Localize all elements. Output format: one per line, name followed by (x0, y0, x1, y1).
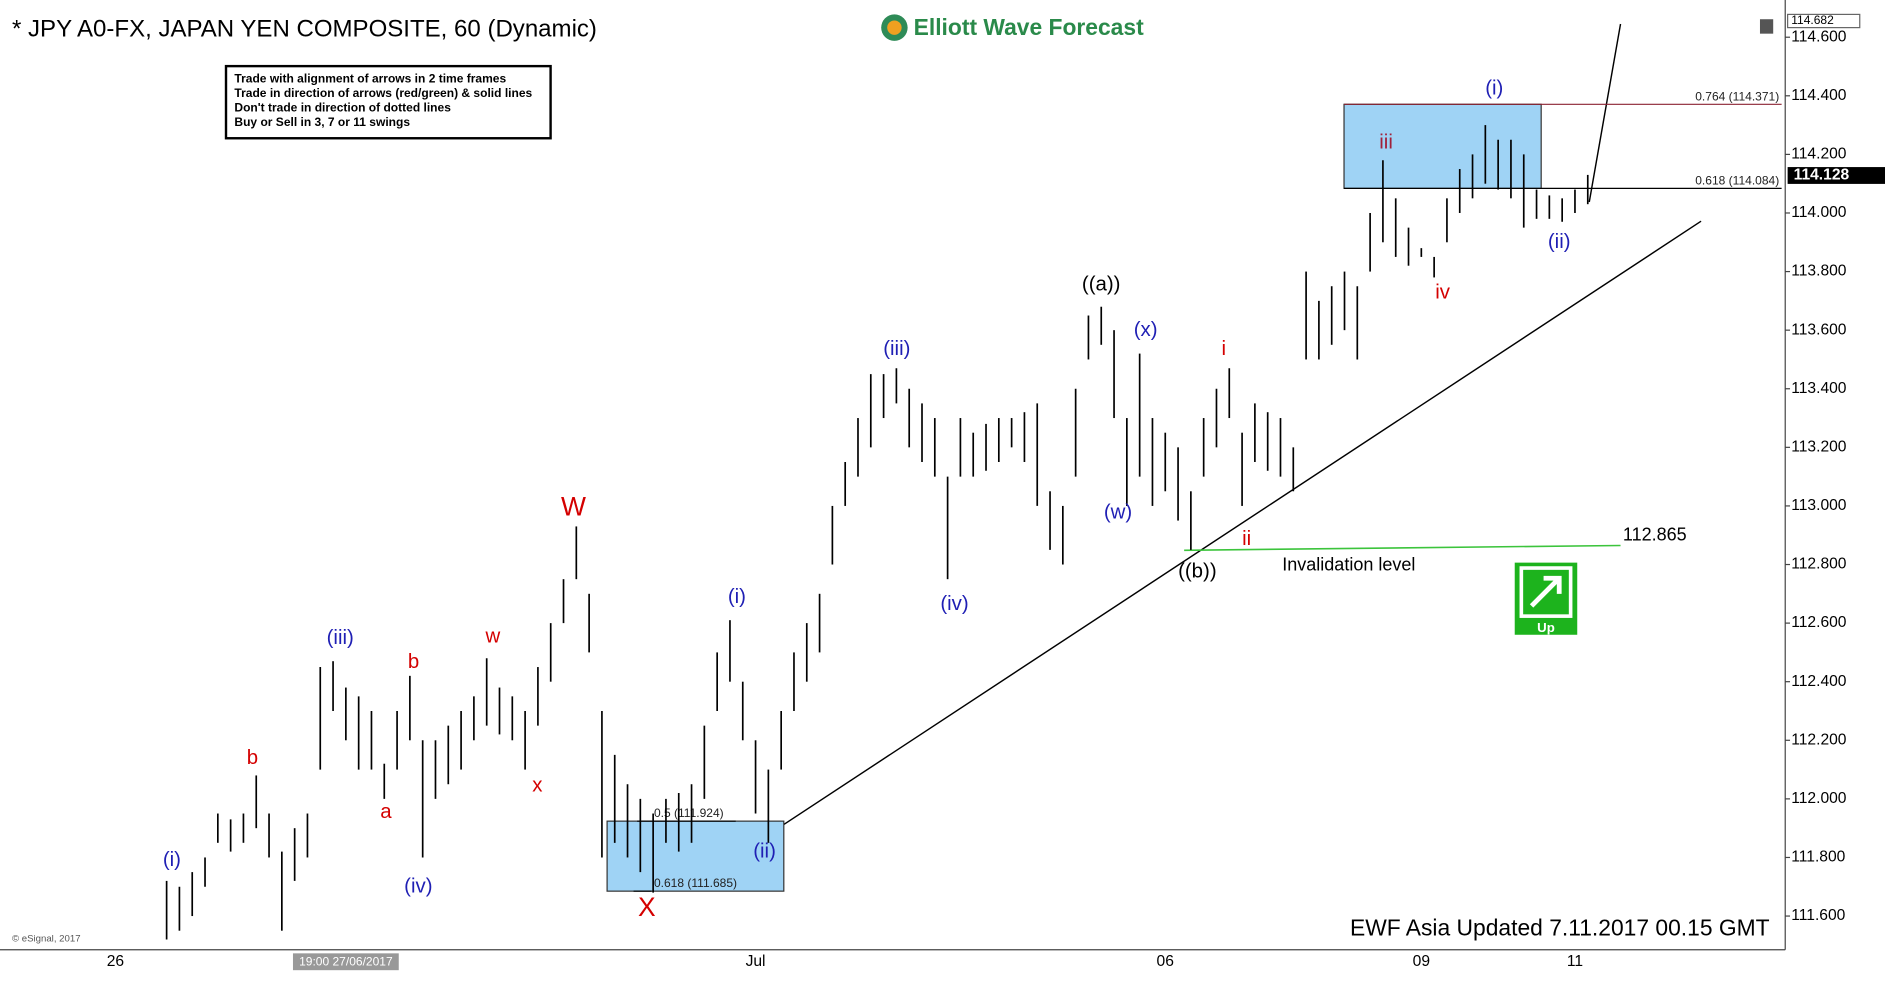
wave-label: b (247, 747, 258, 769)
brand-logo: Elliott Wave Forecast (881, 14, 1144, 41)
top-price-label: 114.682 (1791, 13, 1834, 27)
projection-line (1588, 23, 1622, 203)
top-price-box (1787, 13, 1861, 29)
wave-label: iii (1379, 131, 1393, 153)
y-tick-label: 113.600 (1791, 321, 1847, 338)
trend-line (762, 220, 1702, 839)
wave-label: (iii) (883, 338, 910, 360)
rules-box (224, 64, 552, 140)
cursor-time-box (292, 953, 399, 971)
wave-label: X (638, 892, 656, 922)
wave-label: iv (1435, 282, 1451, 304)
rule-line: Don't trade in direction of dotted lines (234, 100, 451, 114)
last-price-box (1787, 167, 1885, 184)
wave-label: (w) (1104, 502, 1132, 524)
y-tick-label: 114.600 (1791, 28, 1847, 45)
y-tick-label: 112.400 (1791, 673, 1847, 690)
y-tick-label: 112.800 (1791, 556, 1847, 573)
wave-label: (ii) (753, 841, 776, 863)
x-tick-label: 06 (1157, 953, 1174, 970)
rule-line: Buy or Sell in 3, 7 or 11 swings (234, 115, 410, 129)
y-tick-label: 112.200 (1791, 731, 1847, 748)
brand-name: Elliott Wave Forecast (914, 14, 1144, 40)
window-icon[interactable] (1759, 19, 1774, 34)
y-tick-label: 113.800 (1791, 263, 1847, 280)
rule-line: Trade in direction of arrows (red/green)… (234, 86, 532, 100)
wave-label: (iv) (404, 876, 432, 898)
price-axis-area (1785, 0, 1885, 981)
wave-label: (i) (163, 849, 181, 871)
rules-text: Trade with alignment of arrows in 2 time… (234, 72, 532, 129)
fib-label: 0.764 (114.371) (1695, 89, 1779, 103)
wave-label: (ii) (1548, 231, 1571, 253)
signal-icon: Up (1512, 560, 1580, 638)
wave-label: ii (1242, 528, 1251, 550)
fib-label: 0.618 (114.084) (1695, 173, 1779, 187)
y-tick-label: 112.600 (1791, 614, 1847, 631)
wave-label: ((a)) (1082, 273, 1121, 295)
wave-label: x (532, 775, 542, 797)
y-tick-label: 113.000 (1791, 497, 1847, 514)
wave-label: (i) (728, 586, 746, 608)
signal-label: Up (1537, 620, 1555, 635)
y-tick-label: 114.000 (1791, 204, 1847, 221)
wave-label: (x) (1134, 319, 1158, 341)
wave-label: ((b)) (1178, 561, 1217, 583)
chart-title: * JPY A0-FX, JAPAN YEN COMPOSITE, 60 (Dy… (12, 15, 597, 42)
invalidation-line (1184, 544, 1621, 552)
wave-label: w (485, 626, 501, 648)
y-tick-label: 113.200 (1791, 438, 1847, 455)
y-tick-label: 111.800 (1791, 849, 1845, 866)
y-tick-label: 114.200 (1791, 146, 1847, 163)
logo-icon (887, 20, 902, 35)
x-tick-label: 11 (1567, 953, 1583, 970)
y-tick-label: 111.600 (1791, 907, 1845, 924)
wave-label: a (380, 801, 392, 823)
y-tick-label: 112.000 (1791, 790, 1847, 807)
wave-label: i (1222, 338, 1227, 360)
wave-label: (iv) (940, 593, 968, 615)
fib-label: 0.5 (111.924) (654, 806, 724, 820)
x-tick-label: Jul (746, 953, 766, 970)
x-tick-label: 26 (107, 953, 124, 970)
copyright: © eSignal, 2017 (12, 933, 81, 944)
invalidation-value: 112.865 (1623, 525, 1687, 545)
wave-label: (i) (1485, 77, 1503, 99)
cursor-time-label: 19:00 27/06/2017 (299, 955, 393, 969)
y-tick-label: 113.400 (1791, 380, 1847, 397)
y-tick-label: 114.400 (1791, 87, 1847, 104)
signal-arrow (1529, 575, 1562, 608)
fib-zone (1343, 103, 1542, 189)
wave-label: W (561, 492, 586, 522)
wave-label: (iii) (327, 627, 354, 649)
fib-label: 0.618 (111.685) (654, 876, 737, 890)
rule-line: Trade with alignment of arrows in 2 time… (234, 72, 506, 86)
invalidation-text: Invalidation level (1282, 555, 1415, 575)
last-price-label: 114.128 (1794, 167, 1850, 184)
x-tick-label: 09 (1413, 953, 1430, 970)
footer: EWF Asia Updated 7.11.2017 00.15 GMT (1350, 914, 1770, 940)
wave-label: b (408, 651, 419, 673)
